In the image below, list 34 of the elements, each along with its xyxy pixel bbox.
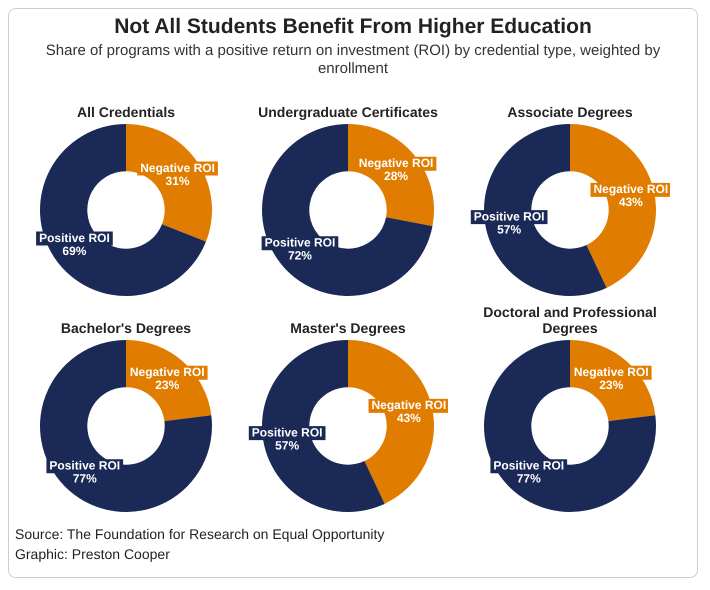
slice-label: Negative ROI <box>574 365 649 380</box>
chart-title: Undergraduate Certificates <box>257 103 439 120</box>
chart-title: Associate Degrees <box>506 103 634 120</box>
slice-label: Negative ROI <box>593 182 668 196</box>
chart-title: Master's Degrees <box>289 319 407 336</box>
data-label: 23% <box>155 378 180 392</box>
data-label: 23% <box>599 378 624 392</box>
data-label: 72% <box>288 248 312 263</box>
data-label: 28% <box>384 169 408 184</box>
slice-label: Positive ROI <box>49 458 120 473</box>
source-note: Source: The Foundation for Research on Equal Opportunity <box>15 525 386 544</box>
chart-title: Doctoral and Professional Degrees <box>482 303 658 336</box>
slice-label: Positive ROI <box>474 209 544 224</box>
slice-label: Negative ROI <box>140 160 215 175</box>
chart-title: All Credentials <box>76 103 176 120</box>
slice-label: Positive ROI <box>252 425 322 440</box>
slice-label: Negative ROI <box>358 156 434 170</box>
slice-label: Positive ROI <box>39 230 110 245</box>
text: Not All Students Benefit From Higher Education <box>113 15 593 39</box>
text: Graphic: Preston Cooper <box>15 545 171 564</box>
data-label: 57% <box>497 222 522 236</box>
data-label: 43% <box>618 195 644 210</box>
slice-label: Positive ROI <box>493 458 564 473</box>
slice-label: Negative ROI <box>130 365 205 380</box>
data-label: 69% <box>62 244 87 258</box>
data-label: 77% <box>72 472 98 486</box>
data-label: 57% <box>275 438 300 452</box>
data-label: 31% <box>166 174 190 188</box>
slice-label: Negative ROI <box>371 398 446 412</box>
chart-title: Bachelor's Degrees <box>60 319 192 336</box>
text: Share of programs with a positive return on investment (ROI) by credential type, weighted by enrollment <box>44 42 662 78</box>
data-label: 43% <box>396 411 422 426</box>
data-label: 77% <box>516 472 542 486</box>
slice-label: Positive ROI <box>264 236 336 250</box>
